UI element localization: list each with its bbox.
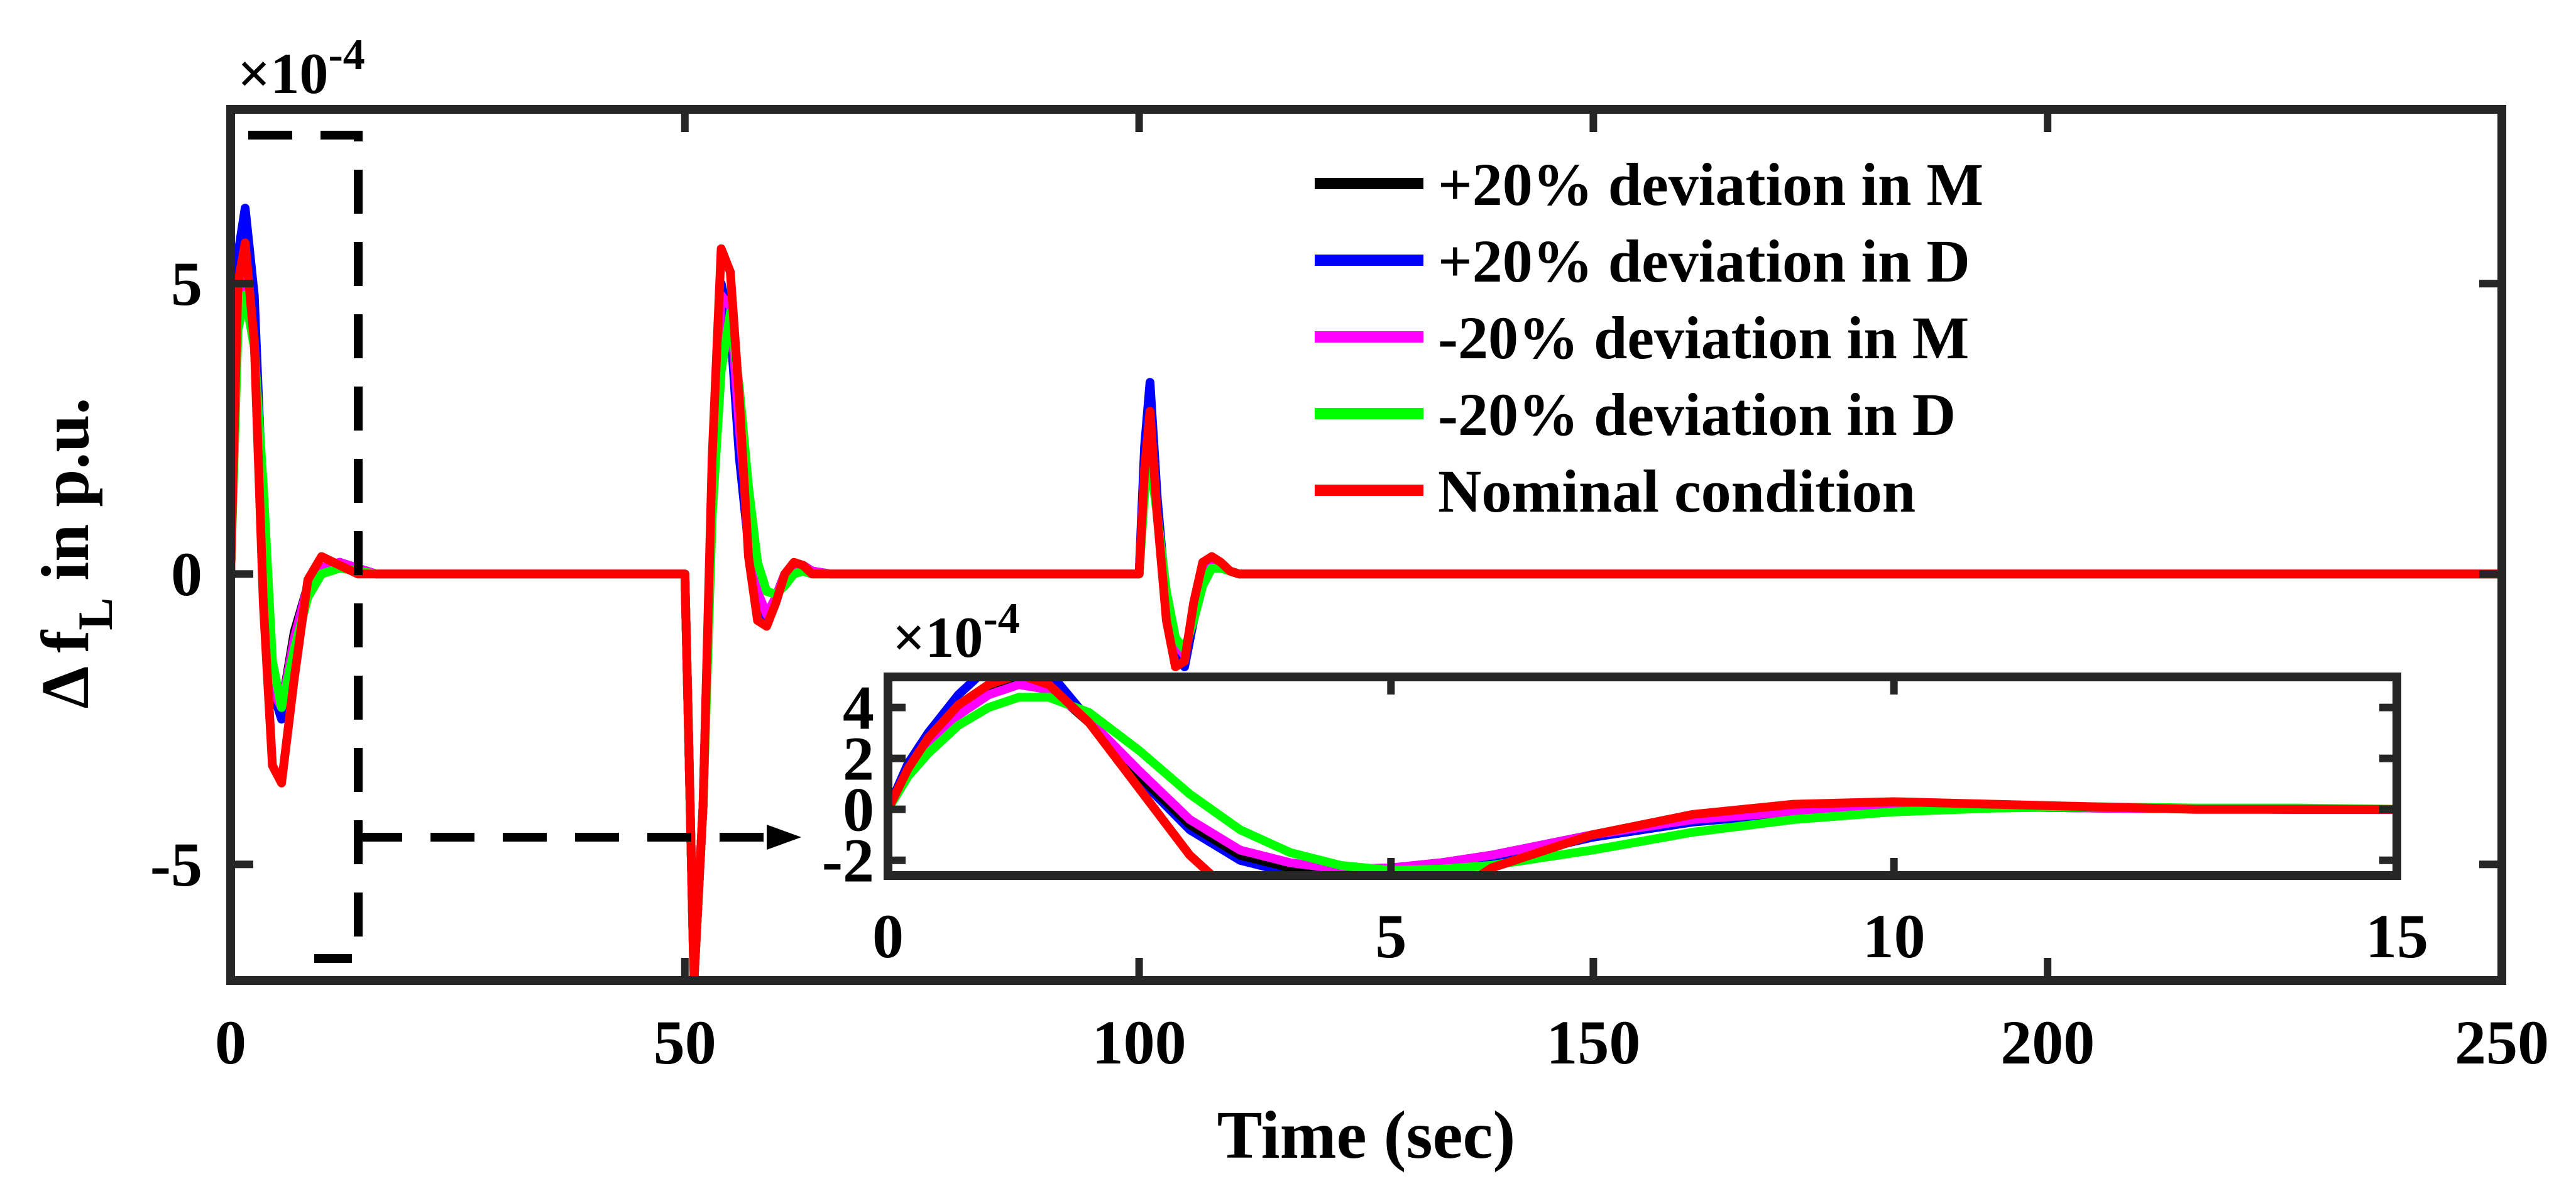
inset-ytick-labels: 420-2 bbox=[822, 673, 874, 896]
inset-xtick-label: 15 bbox=[2365, 901, 2428, 971]
legend-label-20-deviation-in-m: -20% deviation in M bbox=[1438, 304, 1969, 371]
main-xtick-label: 200 bbox=[2000, 1008, 2095, 1077]
main-xtick-labels: 0 50 100 150 200 250 bbox=[215, 1008, 2549, 1077]
main-xtick-label: 50 bbox=[654, 1008, 716, 1077]
inset-exponent: ×10-4 bbox=[892, 595, 1020, 669]
main-ytick-label: 5 bbox=[171, 249, 202, 319]
main-exponent: ×10-4 bbox=[238, 31, 365, 106]
inset-ticks bbox=[884, 677, 2401, 876]
main-ytick-label: 0 bbox=[171, 539, 202, 609]
legend-label-20-deviation-in-d: +20% deviation in D bbox=[1438, 228, 1970, 295]
main-xtick-label: 100 bbox=[1092, 1008, 1187, 1077]
inset-ytick-label: -2 bbox=[822, 826, 874, 896]
main-series-line-20-deviation-in-d bbox=[231, 290, 2502, 981]
main-series-line-nominal-condition bbox=[231, 238, 2502, 981]
legend-label-20-deviation-in-m: +20% deviation in M bbox=[1438, 151, 1983, 218]
zoom-region-box bbox=[248, 131, 363, 963]
main-ytick-label: -5 bbox=[150, 830, 202, 899]
inset-xtick-label: 10 bbox=[1863, 901, 1926, 971]
y-axis-label: Δ fL in p.u. bbox=[28, 398, 123, 709]
main-axes-frame bbox=[226, 105, 2506, 985]
legend-label-nominal-condition: Nominal condition bbox=[1438, 458, 1916, 525]
inset-xtick-label: 5 bbox=[1375, 901, 1406, 971]
inset-ytick-label: 0 bbox=[843, 775, 874, 845]
legend: +20% deviation in M +20% deviation in D -2… bbox=[1315, 151, 1983, 525]
inset-background bbox=[888, 677, 2397, 876]
inset-xtick-labels: 0 5 10 15 bbox=[872, 901, 2428, 971]
main-xtick-label: 250 bbox=[2455, 1008, 2549, 1077]
x-axis-label: Time (sec) bbox=[1217, 1098, 1516, 1173]
main-ytick-labels: -5 0 5 bbox=[150, 249, 202, 899]
inset-ytick-label: 4 bbox=[843, 673, 874, 743]
inset-xtick-label: 0 bbox=[872, 901, 904, 971]
main-series-group bbox=[231, 204, 2502, 981]
main-ticks bbox=[227, 109, 2506, 981]
main-xtick-label: 150 bbox=[1546, 1008, 1640, 1077]
inset-axes-frame bbox=[884, 673, 2401, 880]
inset-ytick-label: 2 bbox=[843, 724, 874, 794]
legend-label-20-deviation-in-d: -20% deviation in D bbox=[1438, 381, 1956, 448]
zoom-arrow-head bbox=[767, 825, 801, 850]
main-xtick-label: 0 bbox=[215, 1008, 246, 1077]
inset-series-line-nominal-condition bbox=[888, 677, 2397, 876]
